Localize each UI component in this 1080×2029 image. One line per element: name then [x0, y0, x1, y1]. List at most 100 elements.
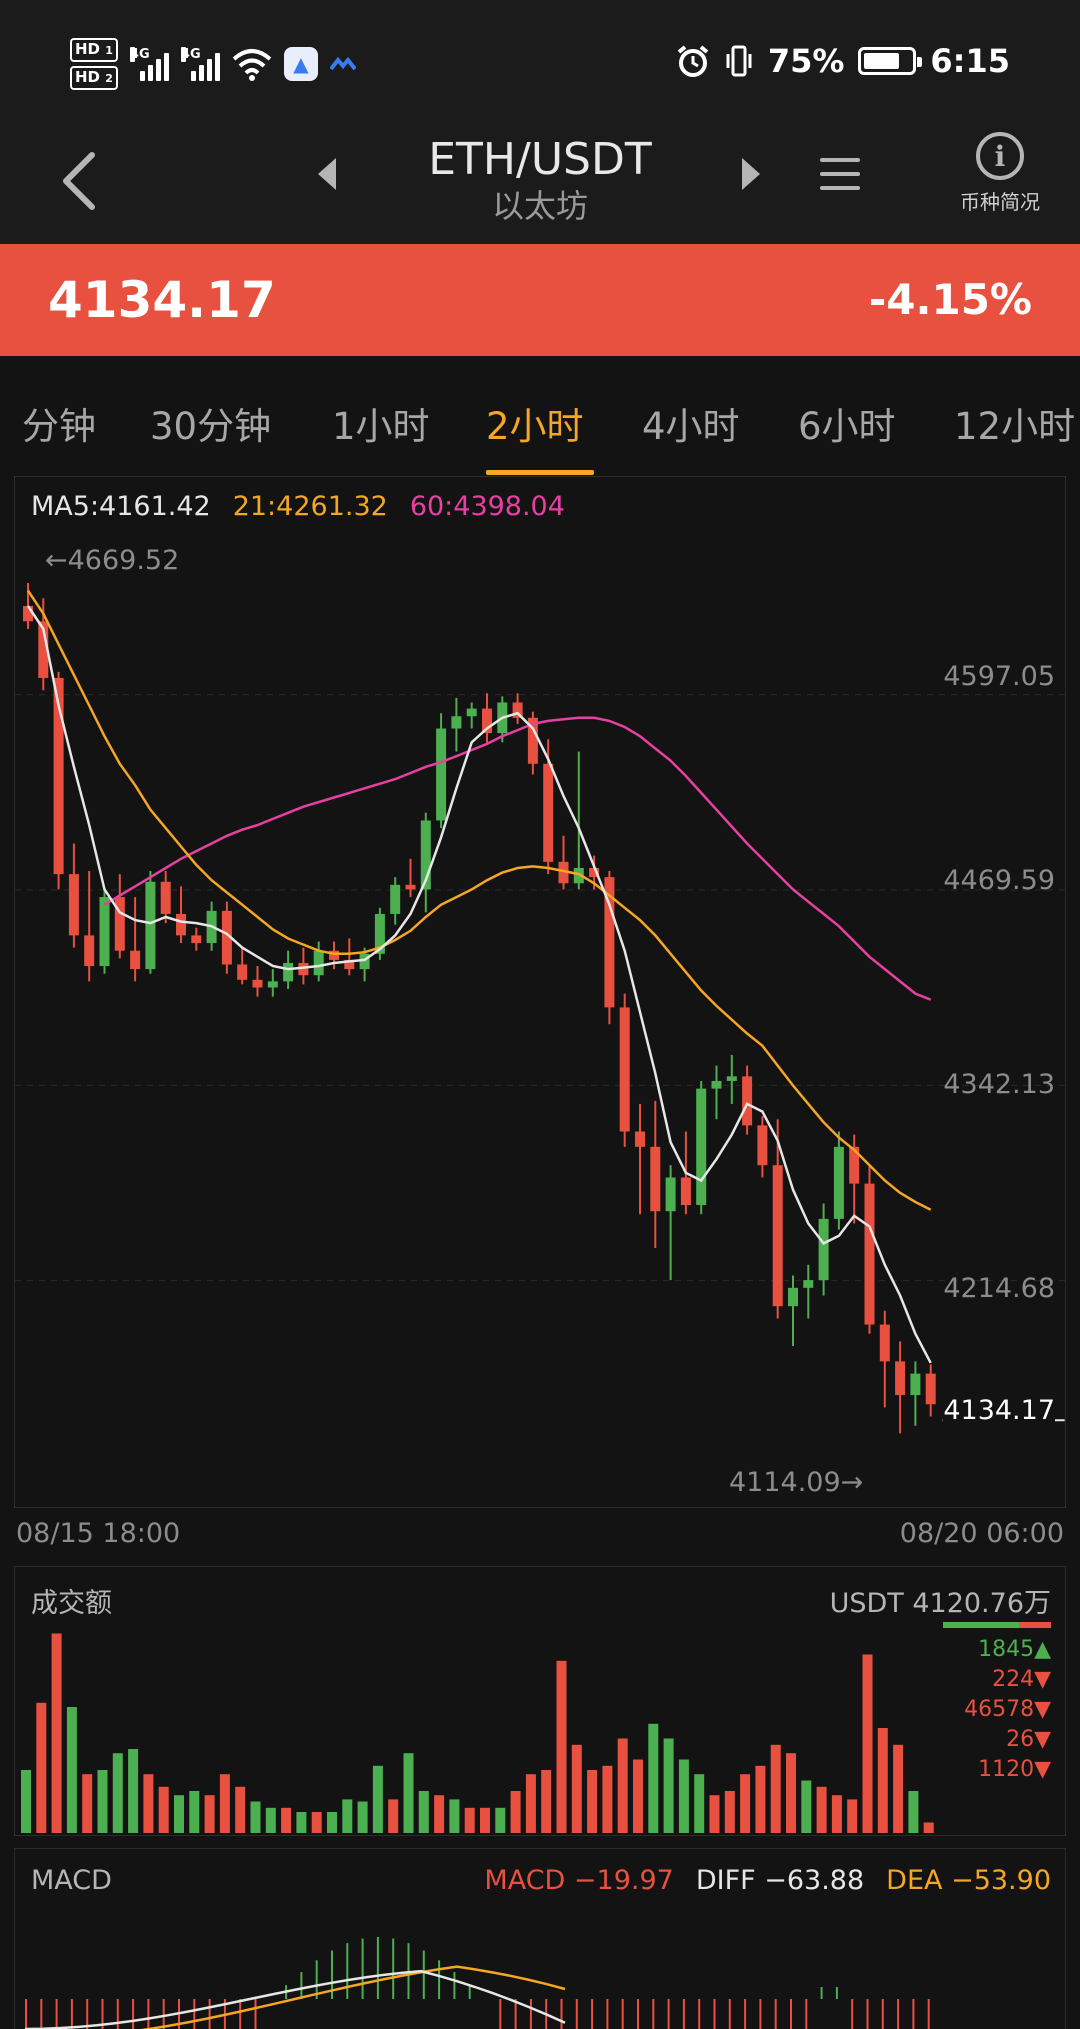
price-axis-label: 4469.59 — [943, 865, 1055, 896]
price-axis-label: 4597.05 — [943, 661, 1055, 692]
macd-bar — [835, 1987, 838, 1999]
volume-bar — [831, 1795, 842, 1833]
candle-body — [726, 1076, 737, 1081]
macd-bar — [728, 1999, 731, 2029]
macd-bar — [376, 1937, 379, 1999]
macd-bar — [132, 1999, 135, 2029]
candle-body — [910, 1373, 921, 1396]
candle-body — [788, 1287, 798, 1307]
macd-bar — [866, 1999, 869, 2029]
macd-bar — [667, 1999, 670, 2029]
back-button[interactable] — [50, 146, 110, 216]
candle-body — [252, 979, 263, 988]
macd-bar — [70, 1999, 73, 2029]
volume-bar — [480, 1807, 490, 1833]
macd-bar — [392, 1938, 395, 1999]
time-axis-start: 08/15 18:00 — [16, 1518, 181, 1549]
candle-body — [482, 708, 492, 734]
low-price-marker: 4114.09→ — [729, 1467, 864, 1498]
interval-tabs: 分钟 30分钟 1小时 2小时 4小时 6小时 12小时 — [0, 356, 1080, 476]
dea-value: DEA −53.90 — [886, 1865, 1051, 1896]
tab-30m[interactable]: 30分钟 — [150, 405, 272, 448]
candle-body — [558, 861, 569, 884]
prev-pair-button[interactable] — [318, 158, 336, 190]
candle-body — [665, 1177, 676, 1212]
candle-body — [650, 1146, 661, 1212]
candlestick-chart[interactable]: MA5:4161.42 21:4261.32 60:4398.04 ←4669.… — [14, 476, 1067, 1508]
candle-body — [604, 877, 615, 1008]
volume-bar — [36, 1702, 47, 1833]
info-icon: i — [976, 132, 1024, 180]
volume-title: 成交额 — [31, 1588, 112, 1619]
volume-bar — [128, 1749, 139, 1833]
status-bar: HD 1 HD 2 4G 4G ▲ 7 — [0, 0, 1080, 128]
candle-body — [267, 981, 278, 988]
tab-12h[interactable]: 12小时 — [954, 405, 1076, 448]
coin-info-button[interactable]: i 币种简况 — [950, 132, 1050, 215]
volume-bars — [21, 1633, 934, 1833]
candle-body — [543, 763, 554, 862]
next-pair-button[interactable] — [742, 158, 760, 190]
volume-bar — [327, 1812, 337, 1833]
macd-panel: MACD MACD −19.97 DIFF −63.88 DEA −53.90 — [14, 1848, 1066, 2029]
volume-list-item: 26▼ — [1006, 1727, 1051, 1752]
candle-body — [359, 953, 370, 970]
candle-body — [696, 1088, 707, 1206]
pair-subtitle: 以太坊 — [491, 187, 588, 225]
tab-1m[interactable]: 分钟 — [22, 405, 96, 448]
macd-bar — [55, 1999, 58, 2029]
macd-bar — [468, 1985, 471, 1999]
volume-bar — [204, 1795, 215, 1833]
ma-legend: MA5:4161.42 21:4261.32 60:4398.04 — [31, 491, 565, 522]
volume-bar — [740, 1774, 751, 1833]
macd-bar — [759, 1999, 762, 2029]
tab-4h[interactable]: 4小时 — [642, 405, 740, 448]
volume-bar — [82, 1774, 93, 1833]
macd-value: MACD −19.97 — [484, 1865, 674, 1896]
macd-bar — [361, 1938, 364, 1999]
candle-body — [237, 964, 248, 980]
candle-body — [711, 1080, 722, 1089]
tab-1h[interactable]: 1小时 — [332, 405, 430, 448]
tab-6h[interactable]: 6小时 — [798, 405, 896, 448]
tab-2h[interactable]: 2小时 — [486, 405, 584, 448]
macd-plot — [24, 1937, 930, 2029]
volume-bar — [112, 1753, 123, 1833]
candle-body — [849, 1146, 860, 1184]
macd-values: MACD −19.97 DIFF −63.88 DEA −53.90 — [484, 1865, 1051, 1896]
volume-bar — [357, 1801, 368, 1833]
volume-bar — [158, 1786, 169, 1833]
volume-list: 1845▲ 224▼ 46578▼ 26▼ 1120▼ — [964, 1635, 1051, 1785]
candle-body — [283, 962, 294, 982]
macd-bar — [239, 1999, 242, 2029]
volume-bar — [678, 1759, 689, 1833]
active-tab-indicator — [486, 470, 594, 475]
macd-bar — [101, 1999, 104, 2029]
volume-bar — [97, 1770, 108, 1833]
diff-value: DIFF −63.88 — [695, 1865, 865, 1896]
time-axis-end: 08/20 06:00 — [899, 1518, 1064, 1549]
macd-bar — [897, 1999, 900, 2029]
candle-body — [221, 910, 232, 965]
menu-button[interactable] — [820, 158, 860, 190]
app-notification-icon: ▲ — [283, 47, 318, 81]
macd-bar — [805, 1999, 808, 2029]
candle-body — [680, 1177, 691, 1206]
price-change-percent: -4.15% — [868, 275, 1032, 324]
macd-bar — [86, 1999, 89, 2029]
macd-bar — [912, 1999, 915, 2029]
candle-body — [573, 867, 584, 884]
macd-bar — [529, 1999, 532, 2029]
candle-body — [313, 950, 324, 976]
volume-list-item: 1845▲ — [978, 1637, 1051, 1662]
macd-bar — [713, 1999, 716, 2029]
candle-body — [191, 935, 202, 944]
volume-bar — [541, 1770, 552, 1833]
volume-bar — [847, 1799, 858, 1833]
volume-bar — [21, 1770, 31, 1833]
app-notification-icon-2 — [329, 57, 356, 71]
macd-bar — [820, 1987, 823, 1999]
macd-bar — [606, 1999, 609, 2029]
volume-bar — [372, 1765, 383, 1833]
candle-body — [512, 702, 523, 718]
